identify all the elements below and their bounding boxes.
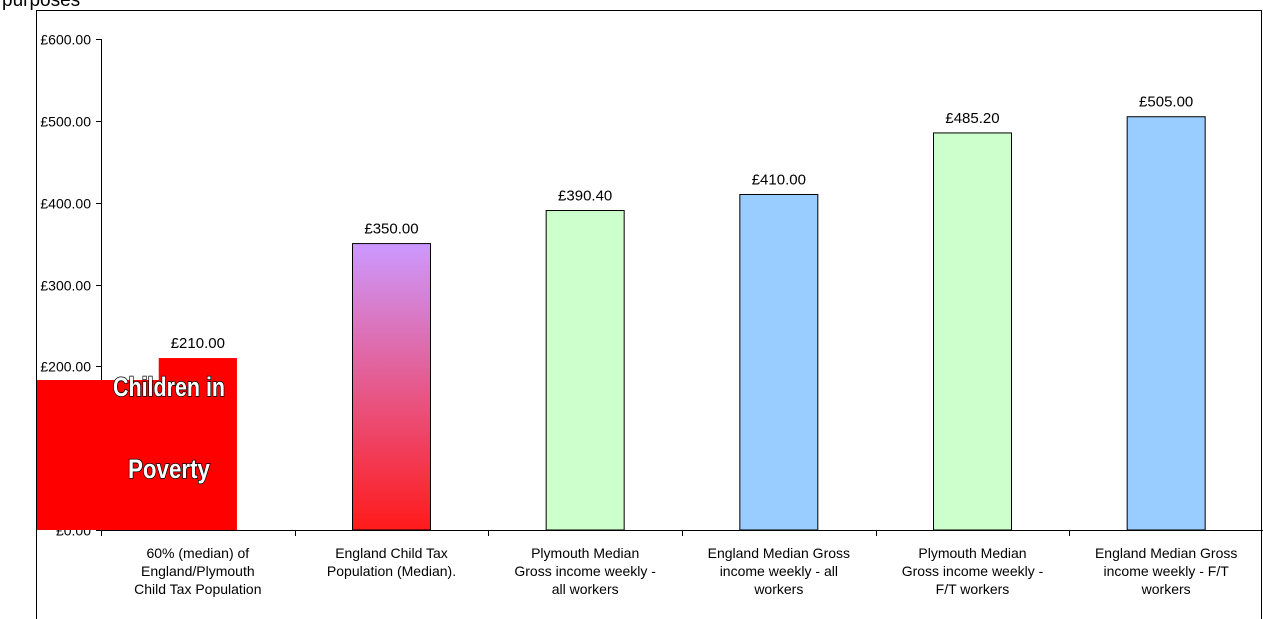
x-category-label: Plymouth Median	[918, 545, 1026, 561]
x-category-label: workers	[753, 581, 803, 597]
bars	[158, 116, 1206, 531]
chart-frame	[36, 10, 1262, 619]
data-label: £390.40	[558, 188, 612, 205]
data-label: £410.00	[752, 171, 806, 188]
x-category-label: income weekly - all	[720, 563, 838, 579]
x-category-label: Child Tax Population	[134, 581, 261, 597]
y-tick-label: £400.00	[40, 196, 91, 212]
y-tick-label: £200.00	[40, 359, 91, 375]
bar	[933, 132, 1012, 531]
x-category-label: England Child Tax	[335, 545, 448, 561]
data-label: £485.20	[945, 110, 999, 127]
overlay-text-line: Children in	[113, 372, 225, 402]
overlay-bar-fill	[158, 358, 237, 530]
children-in-poverty-overlay: Children in Poverty	[37, 358, 237, 530]
y-tick-label: £600.00	[40, 32, 91, 48]
x-category-label: England/Plymouth	[141, 563, 255, 579]
x-category-label: Population (Median).	[327, 563, 456, 579]
bar	[1126, 116, 1206, 531]
y-tick-label: £500.00	[40, 114, 91, 130]
x-category-label: workers	[1141, 581, 1191, 597]
bar	[352, 243, 431, 531]
bar	[545, 210, 625, 531]
x-category-label: Gross income weekly -	[902, 563, 1044, 579]
overlay-text-line: Poverty	[128, 454, 210, 484]
y-tick-label: £300.00	[40, 278, 91, 294]
x-category-label: England Median Gross	[708, 545, 850, 561]
labels: £210.00 60% (median) of England/Plymouth Ch…	[134, 94, 1237, 597]
x-category-label: all workers	[552, 581, 619, 597]
x-category-label: income weekly - F/T	[1104, 563, 1230, 579]
x-category-label: Gross income weekly -	[514, 563, 656, 579]
x-category-label: England Median Gross	[1095, 545, 1237, 561]
x-category-label: 60% (median) of	[146, 545, 249, 561]
overlay-red-box	[37, 380, 165, 530]
data-label: £505.00	[1139, 94, 1193, 111]
data-label: £350.00	[364, 221, 418, 238]
page-top-text: purposes	[2, 0, 81, 11]
x-category-label: F/T workers	[936, 581, 1010, 597]
data-label: £210.00	[171, 335, 225, 352]
x-category-label: Plymouth Median	[531, 545, 639, 561]
bar	[739, 193, 819, 531]
